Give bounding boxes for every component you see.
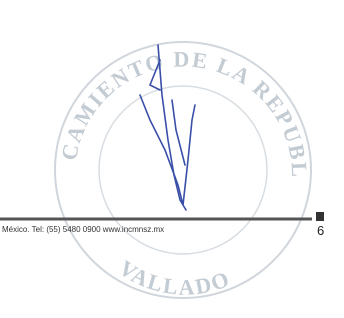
page: CAMIENTO DE LA REPUBLICA VALLADO México.… [0,0,344,318]
footer-contact: México. Tel: (55) 5480 0900 www.incmnsz.… [2,225,164,234]
footer-mark [316,212,324,221]
page-number: 6 [317,223,324,238]
document: CAMIENTO DE LA REPUBLICA VALLADO México.… [0,0,344,318]
